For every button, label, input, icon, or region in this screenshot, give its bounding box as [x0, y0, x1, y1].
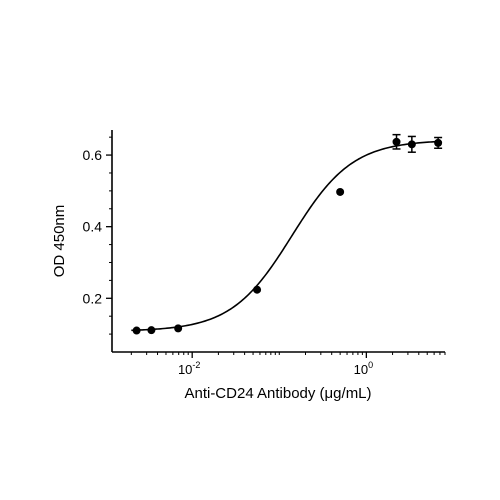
- data-point: [174, 324, 183, 333]
- data-point: [336, 187, 345, 196]
- x-tick-label: 10-2: [178, 360, 200, 377]
- data-point: [253, 285, 262, 294]
- data-point: [392, 137, 401, 146]
- data-points: [132, 133, 443, 335]
- x-tick-label-exponent: 0: [368, 360, 373, 370]
- x-tick-label-base: 10: [354, 362, 368, 377]
- axes: [111, 130, 445, 353]
- x-tick-label: 100: [354, 360, 373, 377]
- x-tick-label-base: 10: [178, 362, 192, 377]
- y-tick-label: 0.4: [83, 219, 103, 235]
- y-tick-label: 0.6: [83, 147, 103, 163]
- fit-curve: [131, 140, 442, 332]
- y-ticks: 0.2 0.4 0.6: [83, 136, 112, 335]
- y-axis-label: OD 450nm: [51, 205, 68, 278]
- data-point: [434, 138, 443, 147]
- data-point: [147, 326, 156, 335]
- data-point: [132, 326, 141, 335]
- x-tick-label-exponent: -2: [192, 360, 200, 370]
- data-point: [407, 140, 416, 149]
- y-tick-label: 0.2: [83, 290, 103, 306]
- x-ticks: 10-2 100: [130, 352, 446, 377]
- x-axis-label: Anti-CD24 Antibody (μg/mL): [184, 385, 371, 402]
